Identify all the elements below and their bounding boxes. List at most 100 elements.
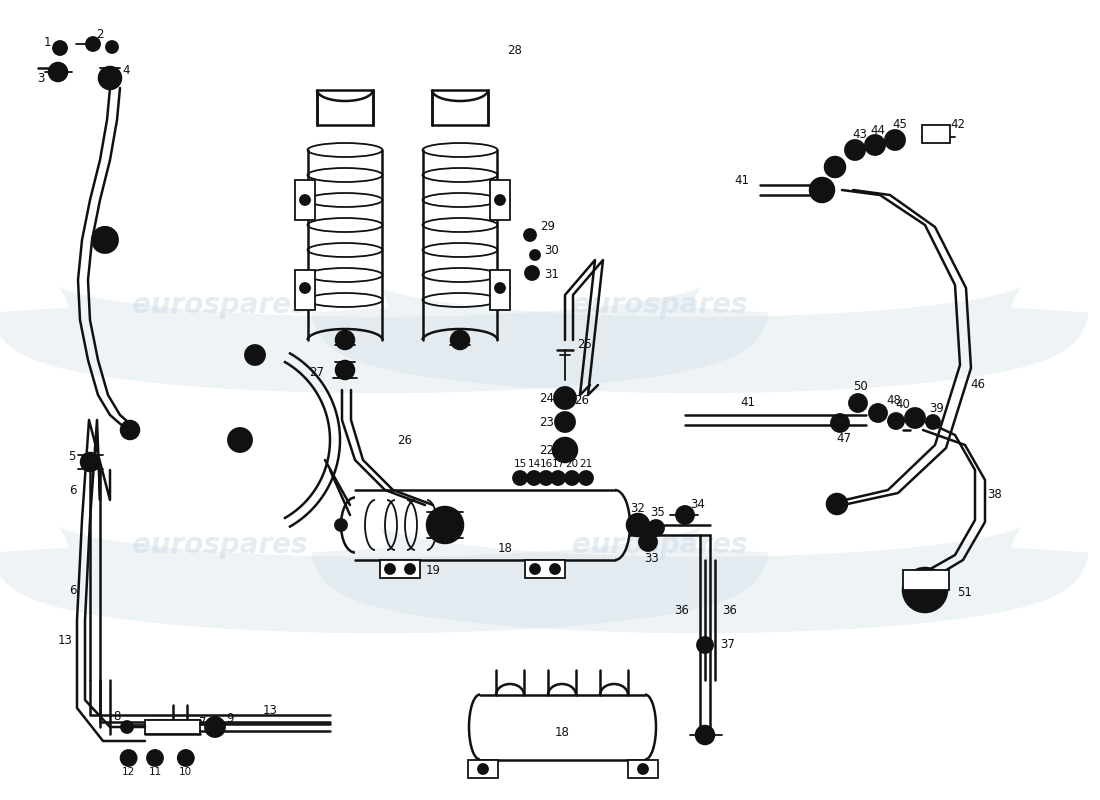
Text: 44: 44 <box>870 123 886 137</box>
Bar <box>490 270 510 310</box>
Circle shape <box>183 755 189 761</box>
Text: 20: 20 <box>565 459 579 469</box>
Bar <box>903 570 949 590</box>
Bar <box>468 760 498 778</box>
Circle shape <box>903 568 947 612</box>
Circle shape <box>893 418 899 424</box>
Text: 24: 24 <box>539 391 554 405</box>
Text: 5: 5 <box>68 450 76 463</box>
Text: 22: 22 <box>539 443 554 457</box>
Circle shape <box>891 136 899 144</box>
Circle shape <box>888 413 904 429</box>
Text: 26: 26 <box>574 394 590 406</box>
Circle shape <box>560 393 570 403</box>
Text: 42: 42 <box>950 118 966 131</box>
Circle shape <box>86 37 100 51</box>
Circle shape <box>696 726 714 744</box>
Circle shape <box>569 475 575 481</box>
Text: 32: 32 <box>630 502 646 514</box>
Circle shape <box>583 475 588 481</box>
Circle shape <box>905 408 925 428</box>
Circle shape <box>561 418 569 426</box>
Text: 26: 26 <box>397 434 412 446</box>
Text: 39: 39 <box>930 402 945 414</box>
Circle shape <box>553 438 578 462</box>
Circle shape <box>106 41 118 53</box>
Text: eurospares: eurospares <box>132 291 308 319</box>
Circle shape <box>92 227 118 253</box>
Circle shape <box>849 394 867 412</box>
Circle shape <box>701 731 710 739</box>
Circle shape <box>527 471 541 485</box>
Circle shape <box>550 564 560 574</box>
Circle shape <box>110 45 114 50</box>
Text: 25: 25 <box>578 338 593 351</box>
Text: 7: 7 <box>199 715 207 729</box>
Text: eurospares: eurospares <box>132 531 308 559</box>
Circle shape <box>639 533 657 551</box>
Circle shape <box>245 345 265 365</box>
Text: 40: 40 <box>895 398 911 411</box>
Text: 8: 8 <box>113 710 121 722</box>
Text: 2: 2 <box>97 29 103 42</box>
Circle shape <box>385 564 395 574</box>
Circle shape <box>531 475 537 481</box>
Circle shape <box>405 564 415 574</box>
Bar <box>295 270 315 310</box>
Text: 37: 37 <box>720 638 736 651</box>
Text: 29: 29 <box>540 221 556 234</box>
Circle shape <box>336 361 354 379</box>
Circle shape <box>478 764 488 774</box>
Circle shape <box>632 520 644 530</box>
Circle shape <box>86 458 94 466</box>
Circle shape <box>854 399 862 407</box>
Circle shape <box>336 331 354 349</box>
Text: 17: 17 <box>551 459 564 469</box>
Text: 4: 4 <box>122 63 130 77</box>
Text: 36: 36 <box>723 603 737 617</box>
Circle shape <box>81 453 99 471</box>
Bar <box>628 760 658 778</box>
Circle shape <box>830 414 849 432</box>
Bar <box>490 180 510 220</box>
Circle shape <box>644 538 652 546</box>
Text: 13: 13 <box>263 703 277 717</box>
Circle shape <box>551 471 565 485</box>
Circle shape <box>513 471 527 485</box>
Bar <box>432 90 488 125</box>
Circle shape <box>825 157 845 177</box>
Text: 38: 38 <box>988 489 1002 502</box>
Circle shape <box>205 717 225 737</box>
Circle shape <box>810 178 834 202</box>
Circle shape <box>106 74 114 82</box>
Text: 36: 36 <box>674 603 690 617</box>
Circle shape <box>54 68 62 76</box>
Circle shape <box>529 270 535 276</box>
Text: 14: 14 <box>527 459 540 469</box>
Circle shape <box>627 514 649 536</box>
Text: 10: 10 <box>179 767 192 777</box>
Text: 12: 12 <box>122 767 135 777</box>
Text: 23: 23 <box>540 415 554 429</box>
Text: 31: 31 <box>544 269 560 282</box>
Circle shape <box>556 412 575 432</box>
Circle shape <box>336 519 346 531</box>
Circle shape <box>638 764 648 774</box>
Text: 48: 48 <box>887 394 901 407</box>
Circle shape <box>495 283 505 293</box>
Circle shape <box>517 475 522 481</box>
Text: 47: 47 <box>836 431 851 445</box>
Text: 1: 1 <box>43 35 51 49</box>
Text: 9: 9 <box>227 711 233 725</box>
Text: 18: 18 <box>554 726 570 739</box>
Circle shape <box>869 404 887 422</box>
Circle shape <box>53 41 67 55</box>
Circle shape <box>871 141 879 149</box>
Circle shape <box>565 471 579 485</box>
Bar <box>317 90 373 125</box>
Circle shape <box>525 266 539 280</box>
Circle shape <box>543 475 549 481</box>
Bar <box>922 125 950 143</box>
Text: eurospares: eurospares <box>572 291 748 319</box>
Text: 6: 6 <box>69 583 77 597</box>
